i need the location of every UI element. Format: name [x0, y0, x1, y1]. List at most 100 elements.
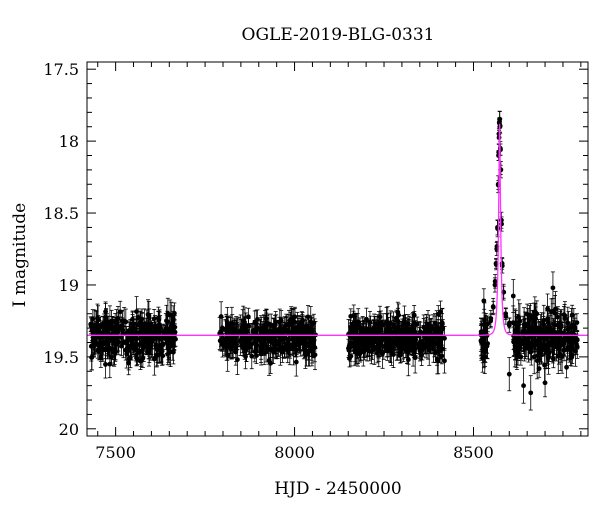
data-point: [103, 362, 108, 367]
data-point: [355, 319, 361, 325]
data-point: [126, 343, 132, 349]
data-point: [171, 337, 177, 342]
data-point: [249, 353, 255, 359]
data-point: [140, 355, 146, 361]
data-point: [224, 327, 229, 332]
data-point: [119, 343, 124, 349]
data-point: [277, 330, 283, 336]
data-point: [233, 349, 239, 355]
data-point: [97, 335, 103, 341]
data-point: [159, 348, 165, 354]
data-point: [220, 341, 225, 347]
data-point: [167, 312, 173, 318]
data-point: [406, 349, 411, 355]
data-point: [103, 320, 109, 326]
data-point: [170, 349, 176, 355]
data-point: [127, 329, 132, 335]
data-point: [88, 321, 94, 327]
data-point: [379, 338, 384, 343]
data-point: [254, 353, 259, 358]
data-point: [361, 339, 366, 345]
data-point: [545, 324, 551, 329]
data-point: [126, 360, 132, 366]
data-point: [350, 335, 356, 341]
data-point: [408, 336, 414, 342]
data-point: [442, 358, 447, 364]
data-point: [516, 335, 522, 341]
data-point: [258, 338, 264, 344]
data-point: [166, 338, 171, 343]
data-point: [533, 312, 538, 318]
data-point: [394, 342, 400, 348]
data-point: [287, 346, 293, 352]
data-point: [170, 343, 176, 349]
data-point: [98, 324, 103, 330]
data-point: [384, 348, 390, 354]
data-point: [152, 327, 158, 332]
data-point: [536, 366, 542, 372]
data-point: [357, 351, 363, 357]
data-point: [239, 335, 245, 341]
data-point: [139, 339, 145, 344]
data-point: [286, 342, 292, 348]
data-point: [220, 336, 226, 342]
data-point: [109, 347, 114, 353]
data-point: [245, 314, 251, 320]
data-point: [156, 323, 162, 329]
data-point: [394, 315, 399, 321]
data-point: [113, 340, 119, 346]
data-point: [90, 316, 96, 322]
data-point: [376, 327, 382, 333]
data-point: [574, 320, 580, 326]
data-point: [271, 324, 277, 330]
data-point: [299, 331, 305, 336]
data-point: [517, 318, 523, 324]
plot-area: [87, 110, 588, 411]
data-point: [109, 319, 114, 325]
data-point: [423, 327, 429, 333]
data-point: [419, 343, 425, 349]
data-point: [114, 328, 120, 334]
data-point: [164, 319, 170, 325]
data-point: [419, 352, 425, 358]
data-point: [377, 314, 383, 320]
data-point: [375, 343, 381, 349]
data-point: [550, 309, 556, 314]
data-point: [99, 343, 104, 349]
data-point: [293, 359, 299, 365]
data-point: [103, 341, 109, 347]
data-point: [485, 341, 491, 346]
data-point: [427, 324, 432, 330]
data-point: [270, 341, 276, 346]
data-point: [129, 336, 134, 341]
data-point: [367, 320, 373, 325]
data-point: [346, 343, 352, 349]
data-point: [569, 312, 575, 318]
data-point: [381, 344, 387, 349]
data-point: [155, 352, 160, 358]
data-point: [564, 364, 569, 370]
data-point: [88, 343, 94, 349]
data-point: [130, 316, 135, 322]
data-point: [515, 348, 521, 354]
data-point: [435, 358, 441, 364]
data-point: [542, 362, 547, 368]
data-point: [91, 338, 97, 344]
data-point: [246, 344, 252, 350]
data-point: [367, 348, 372, 353]
data-point: [95, 315, 100, 321]
data-point: [138, 320, 143, 326]
data-point: [384, 320, 390, 325]
data-point: [546, 355, 551, 360]
data-point: [300, 336, 305, 342]
data-point: [240, 323, 246, 328]
data-point: [573, 348, 578, 354]
data-point: [253, 336, 258, 341]
data-point: [546, 350, 552, 355]
data-point: [428, 339, 434, 345]
data-point: [439, 320, 445, 326]
data-point: [229, 334, 235, 340]
data-point: [255, 325, 261, 331]
data-point: [224, 341, 230, 347]
